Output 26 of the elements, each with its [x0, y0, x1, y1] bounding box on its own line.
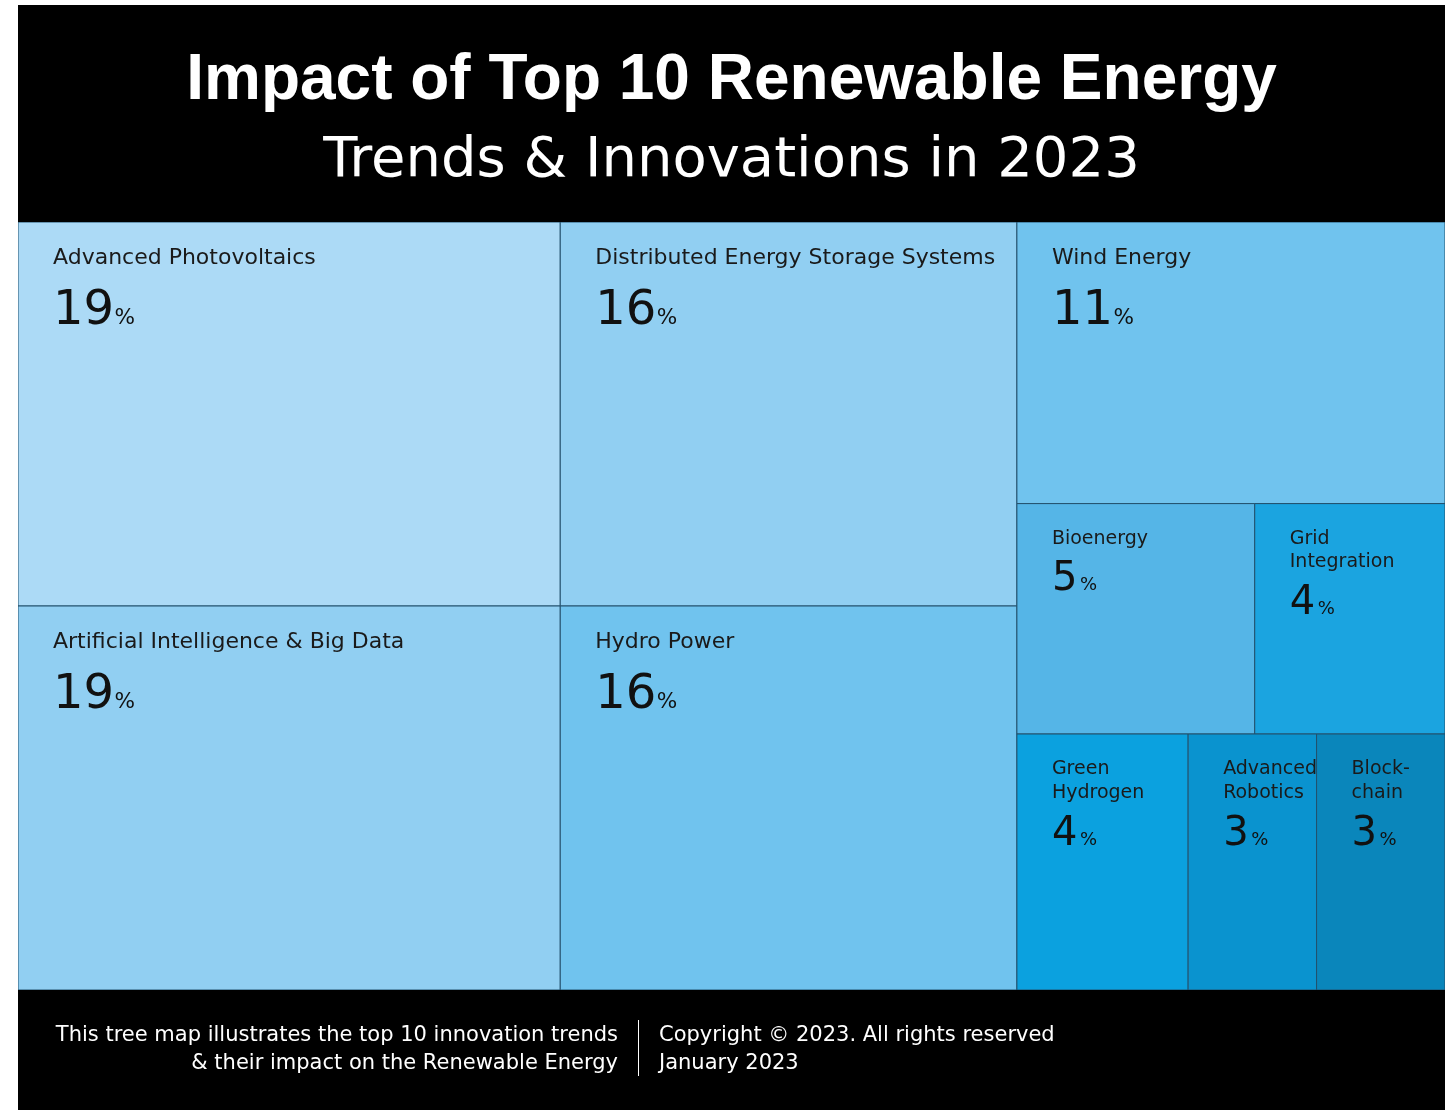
- category-label: Artificial Intelligence & Big Data: [53, 628, 405, 653]
- category-label: Advanced Photovoltaics: [53, 244, 316, 269]
- category-label: Block-chain: [1351, 756, 1410, 802]
- category-label: Grid Integration: [1289, 525, 1395, 572]
- text: & their impact on the Renewable Energy: [190, 1049, 618, 1076]
- data-label: 19%: [53, 278, 136, 335]
- text: Trends & Innovations in 2023: [322, 123, 1141, 191]
- text: January 2023: [659, 1049, 800, 1076]
- data-label: 3%: [1223, 807, 1269, 854]
- data-label: 3%: [1351, 807, 1397, 854]
- data-label: 4%: [1051, 807, 1098, 854]
- category-label: Distributed Energy Storage Systems: [595, 244, 996, 269]
- category-label: Bioenergy: [1051, 525, 1149, 548]
- data-label: 4%: [1289, 577, 1335, 624]
- category-label: Advanced Robotics: [1223, 756, 1317, 802]
- category-label: Wind Energy: [1051, 244, 1192, 269]
- text: This tree map illustrates the top 10 innovation trends: [54, 1021, 618, 1048]
- category-label: Hydro Power: [595, 628, 736, 653]
- data-label: 11%: [1051, 278, 1135, 335]
- data-label: 19%: [53, 662, 136, 719]
- text: Copyright © 2023. All rights reserved: [659, 1021, 1055, 1048]
- data-label: 16%: [595, 278, 678, 335]
- data-label: 5%: [1051, 553, 1098, 600]
- category-label: Green Hydrogen: [1051, 756, 1145, 802]
- text: Impact of Top 10 Renewable Energy: [185, 40, 1278, 113]
- data-label: 16%: [595, 662, 678, 719]
